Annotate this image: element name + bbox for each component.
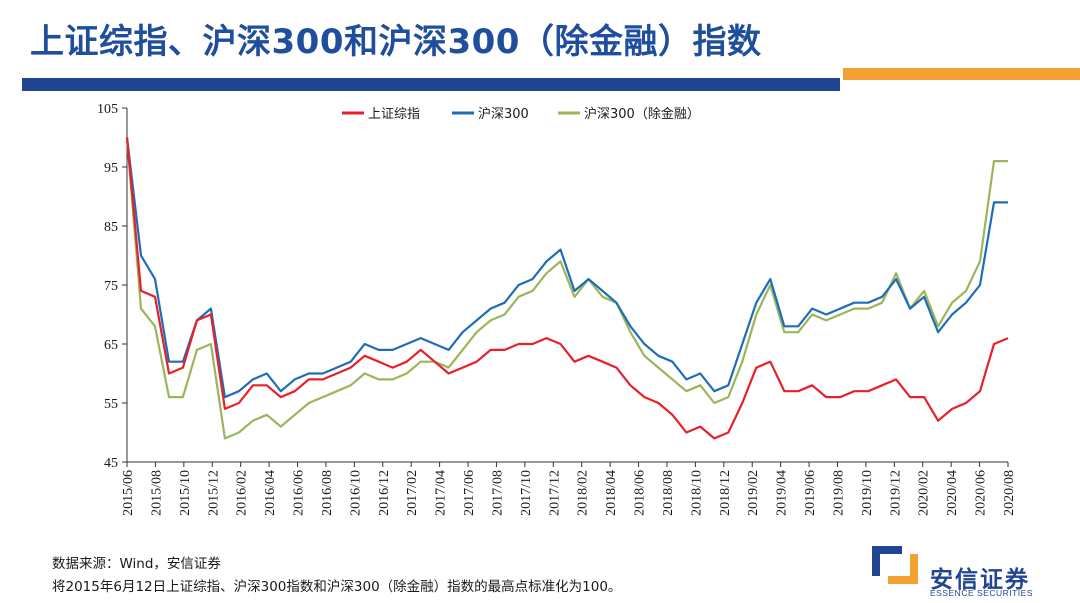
x-tick-label: 2019/12 [888, 470, 903, 516]
y-tick-label: 75 [104, 279, 118, 294]
essence-securities-logo-icon [872, 546, 918, 584]
x-tick-label: 2017/10 [519, 470, 534, 516]
y-tick-label: 105 [97, 102, 118, 117]
x-tick-label: 2018/02 [576, 470, 591, 516]
y-axis: 45 55 65 75 85 95 105 [97, 102, 127, 471]
title-underline-blue [22, 78, 840, 91]
x-tick-label: 2019/10 [860, 470, 875, 516]
x-tick-label: 2019/02 [746, 470, 761, 516]
x-tick-label: 2016/04 [263, 470, 278, 516]
x-tick-label: 2017/06 [462, 470, 477, 516]
x-tick-label: 2020/02 [917, 470, 932, 516]
legend: 上证综指 沪深300 沪深300（除金融） [342, 106, 700, 122]
logo-text-en: ESSENCE SECURITIES [930, 588, 1033, 598]
series-layer [125, 137, 1009, 440]
y-tick-label: 65 [104, 338, 118, 353]
x-tick-label: 2016/06 [292, 470, 307, 516]
x-tick-label: 2015/12 [206, 470, 221, 516]
x-tick-label: 2016/08 [320, 470, 335, 516]
x-axis: 2015/06 2015/08 2015/10 2015/12 2016/02 2016/… [121, 462, 1017, 516]
x-tick-label: 2015/10 [178, 470, 193, 516]
x-tick-label: 2020/04 [945, 470, 960, 516]
y-tick-label: 95 [104, 161, 118, 176]
x-tick-label: 2018/06 [633, 470, 648, 516]
x-tick-label: 2016/10 [348, 470, 363, 516]
x-tick-label: 2017/12 [547, 470, 562, 516]
y-tick-label: 55 [104, 397, 118, 412]
legend-label: 上证综指 [368, 107, 420, 122]
logo-text-cn: 安信证券 [930, 567, 1030, 593]
x-tick-label: 2019/06 [803, 470, 818, 516]
x-tick-label: 2018/04 [604, 470, 619, 516]
y-tick-label: 85 [104, 220, 118, 235]
legend-label: 沪深300 [478, 106, 529, 122]
x-tick-label: 2015/06 [121, 470, 136, 516]
series-line-1 [125, 137, 1008, 399]
x-tick-label: 2019/04 [775, 470, 790, 516]
title-underline-orange [843, 68, 1080, 80]
x-tick-label: 2020/06 [974, 470, 989, 516]
x-tick-label: 2020/08 [1002, 470, 1017, 516]
legend-label: 沪深300（除金融） [584, 106, 700, 122]
x-tick-label: 2016/02 [235, 470, 250, 516]
x-tick-label: 2018/08 [661, 470, 676, 516]
x-tick-label: 2016/12 [377, 470, 392, 516]
normalization-note: 将2015年6月12日上证综指、沪深300指数和沪深300（除金融）指数的最高点… [52, 579, 622, 595]
x-tick-label: 2015/08 [149, 470, 164, 516]
x-tick-label: 2018/10 [689, 470, 704, 516]
plot-frame [126, 108, 1008, 463]
series-line-2 [125, 137, 1008, 440]
x-tick-label: 2019/08 [831, 470, 846, 516]
x-tick-label: 2017/04 [434, 470, 449, 516]
y-tick-label: 45 [104, 456, 118, 471]
data-source-note: 数据来源：Wind，安信证券 [52, 556, 221, 572]
page-title: 上证综指、沪深300和沪深300（除金融）指数 [30, 22, 762, 62]
x-tick-label: 2017/08 [490, 470, 505, 516]
series-line-0 [125, 137, 1009, 440]
x-tick-label: 2018/12 [718, 470, 733, 516]
x-tick-label: 2017/02 [405, 470, 420, 516]
